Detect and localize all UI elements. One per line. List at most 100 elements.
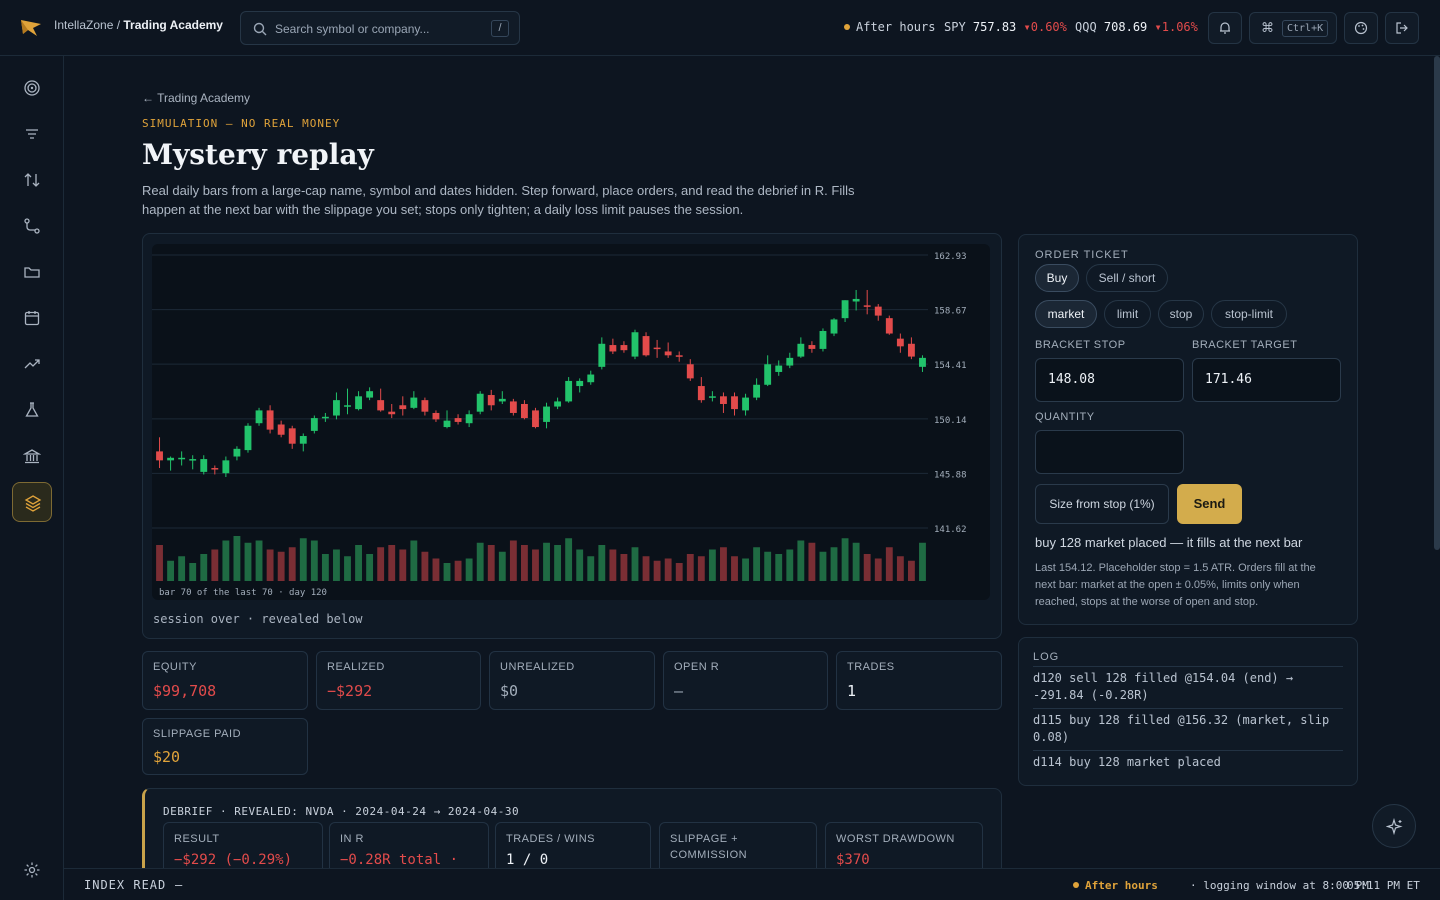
stat-label: REALIZED — [327, 661, 385, 673]
sidebar-item-institutions[interactable] — [12, 436, 52, 476]
logout-button[interactable] — [1385, 12, 1419, 44]
side-sell-short-button[interactable]: Sell / short — [1086, 264, 1168, 292]
candle-body — [233, 448, 241, 457]
sidebar-item-overview[interactable] — [12, 68, 52, 108]
debrief-slippage-commission: SLIPPAGE + COMMISSION — [659, 822, 817, 877]
stat-open-r: OPEN R — — [663, 651, 828, 710]
ai-assistant-button[interactable] — [1372, 804, 1416, 848]
volume-bar — [388, 545, 396, 581]
candle-body — [255, 410, 263, 424]
candle-body — [178, 457, 186, 460]
volume-bar — [333, 549, 340, 581]
order-ticket-title: ORDER TICKET — [1035, 249, 1129, 261]
candle-body — [244, 425, 252, 451]
sidebar-item-trends[interactable] — [12, 344, 52, 384]
volume-bar — [520, 545, 528, 581]
theme-button[interactable] — [1344, 12, 1378, 44]
bracket-target-field[interactable]: 171.46 — [1192, 358, 1341, 402]
candle-body — [487, 395, 495, 406]
candle-body — [366, 391, 374, 398]
candle-body — [874, 306, 882, 316]
sidebar-item-academy[interactable] — [12, 482, 52, 522]
logo-icon[interactable] — [19, 16, 43, 38]
stat-value: −$292 — [327, 682, 373, 700]
size-from-stop-button[interactable]: Size from stop (1%) — [1035, 484, 1169, 524]
page-description: Real daily bars from a large-cap name, s… — [142, 183, 855, 217]
volume-bar — [631, 547, 639, 581]
volume-bar — [565, 538, 573, 581]
sidebar-item-trades[interactable] — [12, 160, 52, 200]
candle-body — [631, 332, 639, 357]
candle-body — [896, 338, 904, 347]
chart-area[interactable]: 162.93 158.67 154.41 150.14 145.88 141.62 bar … — [152, 244, 990, 600]
search-input[interactable]: Search symbol or company... / — [240, 11, 520, 45]
stat-label: TRADES — [847, 661, 895, 673]
down-arrow-icon: ▾ — [1023, 20, 1031, 34]
debrief-panel: DEBRIEF · REVEALED: NVDA · 2024-04-24 → … — [142, 788, 1002, 878]
candle-body — [919, 357, 926, 367]
y-tick-label: 145.88 — [934, 470, 967, 480]
volume-bar — [200, 554, 208, 581]
sidebar-item-routes[interactable] — [12, 206, 52, 246]
top-bar: IntellaZone / Trading Academy Search sym… — [0, 0, 1440, 56]
command-shortcut: Ctrl+K — [1282, 20, 1329, 37]
send-button[interactable]: Send — [1177, 484, 1242, 524]
ticker-qqq[interactable]: QQQ 708.69 ▾1.06% — [1075, 20, 1198, 34]
candlestick-chart[interactable]: 162.93 158.67 154.41 150.14 145.88 141.62 bar … — [152, 244, 990, 600]
volume-bar — [653, 560, 661, 581]
debrief-label: TRADES / WINS — [506, 833, 596, 845]
candle-body — [786, 357, 794, 366]
sidebar-item-calendar[interactable] — [12, 298, 52, 338]
candle-body — [554, 401, 562, 407]
ticker-symbol: QQQ — [1075, 20, 1097, 34]
sidebar-item-portfolio[interactable] — [12, 252, 52, 292]
ticker-change: 0.60% — [1030, 20, 1067, 34]
sidebar-item-settings[interactable] — [12, 850, 52, 890]
debrief-value: −0.28R total · — [340, 852, 459, 868]
type-limit-button[interactable]: limit — [1104, 300, 1151, 328]
status-dot — [1073, 882, 1079, 888]
volume-bar — [808, 542, 816, 581]
volume-bar — [797, 540, 805, 581]
sidebar-item-lab[interactable] — [12, 390, 52, 430]
search-placeholder: Search symbol or company... — [275, 22, 430, 36]
volume-bar — [178, 556, 186, 581]
y-tick-label: 154.41 — [934, 361, 967, 371]
volume-bar — [321, 554, 329, 581]
y-tick-label: 141.62 — [934, 525, 967, 535]
sidebar-item-screener[interactable] — [12, 114, 52, 154]
volume-bar — [310, 540, 318, 581]
notifications-button[interactable] — [1208, 12, 1242, 44]
candle-body — [863, 305, 871, 307]
volume-bar — [487, 545, 495, 581]
debrief-value: 1 / 0 — [506, 852, 549, 868]
log-entry: d120 sell 128 filled @154.04 (end) → -29… — [1033, 666, 1343, 704]
breadcrumb[interactable]: ← Trading Academy — [142, 91, 251, 105]
candle-body — [907, 343, 915, 357]
app-section[interactable]: Trading Academy — [123, 18, 223, 32]
sidebar — [0, 56, 64, 900]
page-scrollbar[interactable] — [1434, 56, 1440, 550]
candle-body — [277, 424, 285, 435]
arrows-up-down-icon — [24, 173, 40, 187]
type-stop-limit-button[interactable]: stop-limit — [1211, 300, 1287, 328]
candle-body — [775, 365, 783, 372]
quantity-field[interactable] — [1035, 430, 1184, 474]
candle-body — [675, 355, 683, 357]
ticker-spy[interactable]: SPY 757.83 ▾0.60% — [944, 20, 1067, 34]
side-buy-button[interactable]: Buy — [1035, 264, 1079, 292]
candle-body — [156, 451, 163, 461]
candle-body — [830, 319, 838, 334]
simulation-label: SIMULATION — NO REAL MONEY — [142, 117, 341, 130]
app-name[interactable]: IntellaZone — [54, 18, 114, 32]
type-market-button[interactable]: market — [1035, 300, 1097, 328]
status-dot — [844, 24, 850, 30]
logout-icon — [1396, 22, 1408, 34]
stat-label: EQUITY — [153, 661, 197, 673]
bracket-stop-field[interactable]: 148.08 — [1035, 358, 1184, 402]
volume-bar — [543, 542, 550, 581]
volume-bar — [377, 547, 385, 581]
type-stop-button[interactable]: stop — [1158, 300, 1204, 328]
log-panel — [1018, 637, 1358, 786]
command-palette-button[interactable]: ⌘ Ctrl+K — [1249, 12, 1337, 44]
